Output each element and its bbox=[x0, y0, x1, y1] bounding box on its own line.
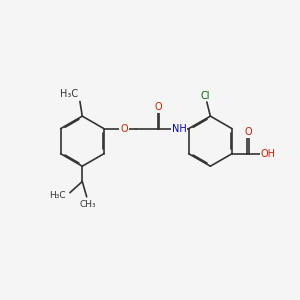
Text: O: O bbox=[154, 102, 162, 112]
Text: OH: OH bbox=[260, 149, 275, 159]
Text: O: O bbox=[244, 127, 252, 137]
Text: NH: NH bbox=[172, 124, 186, 134]
Text: CH₃: CH₃ bbox=[80, 200, 97, 209]
Text: Cl: Cl bbox=[201, 91, 210, 100]
Text: H₃C: H₃C bbox=[49, 190, 65, 200]
Text: O: O bbox=[120, 124, 128, 134]
Text: H₃C: H₃C bbox=[60, 89, 79, 99]
